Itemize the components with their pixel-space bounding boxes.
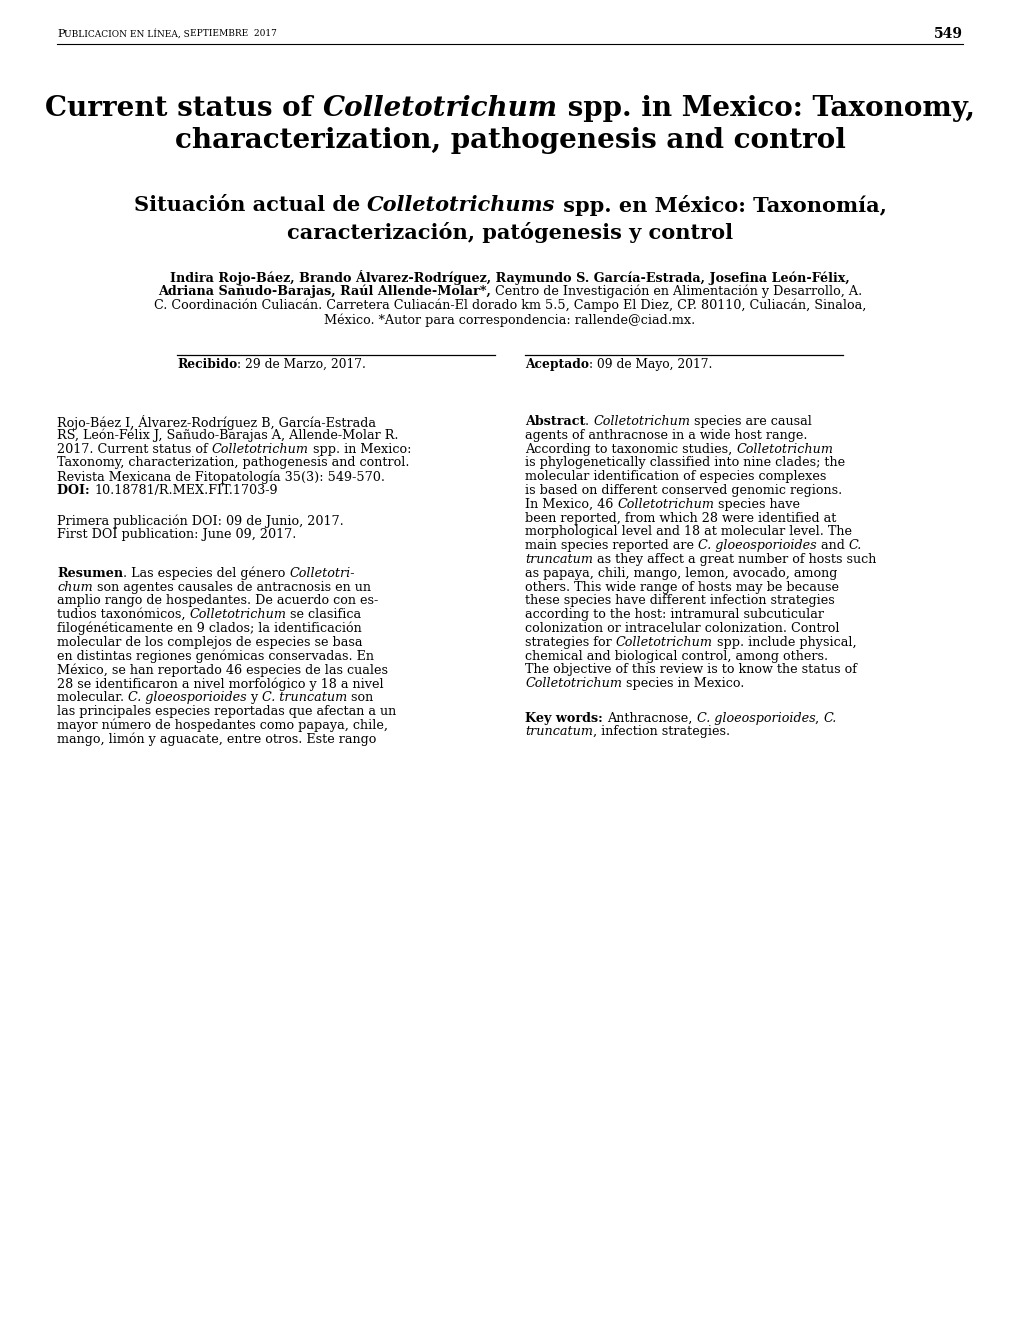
Text: 10.18781/R.MEX.FIT.1703-9: 10.18781/R.MEX.FIT.1703-9 <box>94 484 277 498</box>
Text: as papaya, chili, mango, lemon, avocado, among: as papaya, chili, mango, lemon, avocado,… <box>525 566 837 579</box>
Text: Rojo-Báez I, Álvarez-Rodríguez B, García-Estrada: Rojo-Báez I, Álvarez-Rodríguez B, García… <box>57 414 376 430</box>
Text: The objective of this review is to know the status of: The objective of this review is to know … <box>525 664 856 676</box>
Text: RS, León-Félix J, Sañudo-Barajas A, Allende-Molar R.: RS, León-Félix J, Sañudo-Barajas A, Alle… <box>57 429 398 442</box>
Text: caracterización, patógenesis y control: caracterización, patógenesis y control <box>286 222 733 243</box>
Text: colonization or intracelular colonization. Control: colonization or intracelular colonizatio… <box>525 622 839 635</box>
Text: .: . <box>585 414 593 428</box>
Text: Colletotrichum: Colletotrichum <box>322 95 557 121</box>
Text: se clasifica: se clasifica <box>286 609 362 622</box>
Text: las principales especies reportadas que afectan a un: las principales especies reportadas que … <box>57 705 395 718</box>
Text: characterization, pathogenesis and control: characterization, pathogenesis and contr… <box>174 127 845 154</box>
Text: spp. in Mexico: Taxonomy,: spp. in Mexico: Taxonomy, <box>557 95 974 121</box>
Text: , infection strategies.: , infection strategies. <box>592 726 730 738</box>
Text: Indira Rojo-Báez, Brando Álvarez-Rodríguez, Raymundo S. García-Estrada, Josefina: Indira Rojo-Báez, Brando Álvarez-Rodrígu… <box>170 271 849 285</box>
Text: Situación actual de: Situación actual de <box>133 195 367 215</box>
Text: is phylogenetically classified into nine clades; the: is phylogenetically classified into nine… <box>525 457 845 470</box>
Text: : 09 de Mayo, 2017.: : 09 de Mayo, 2017. <box>588 358 711 371</box>
Text: According to taxonomic studies,: According to taxonomic studies, <box>525 442 736 455</box>
Text: truncatum: truncatum <box>525 726 592 738</box>
Text: as they affect a great number of hosts such: as they affect a great number of hosts s… <box>592 553 875 566</box>
Text: UBLICACION EN LÍNEA, S: UBLICACION EN LÍNEA, S <box>64 29 191 38</box>
Text: EPTIEMBRE  2017: EPTIEMBRE 2017 <box>191 29 277 38</box>
Text: C. gloeosporioides: C. gloeosporioides <box>128 690 247 704</box>
Text: Aceptado: Aceptado <box>525 358 588 371</box>
Text: Colletotrichum: Colletotrichum <box>190 609 286 622</box>
Text: these species have different infection strategies: these species have different infection s… <box>525 594 834 607</box>
Text: truncatum: truncatum <box>525 553 592 566</box>
Text: species have: species have <box>713 498 800 511</box>
Text: Colletotrichum: Colletotrichum <box>736 442 833 455</box>
Text: 549: 549 <box>933 26 962 41</box>
Text: been reported, from which 28 were identified at: been reported, from which 28 were identi… <box>525 512 836 524</box>
Text: Colletotrichums: Colletotrichums <box>367 195 555 215</box>
Text: DOI:: DOI: <box>57 484 94 498</box>
Text: México. *Autor para correspondencia: rallende@ciad.mx.: México. *Autor para correspondencia: ral… <box>324 314 695 327</box>
Text: species in Mexico.: species in Mexico. <box>622 677 744 690</box>
Text: Resumen: Resumen <box>57 566 123 579</box>
Text: C. gloeosporioides: C. gloeosporioides <box>696 711 814 725</box>
Text: spp. include physical,: spp. include physical, <box>712 636 856 649</box>
Text: and: and <box>816 539 848 552</box>
Text: spp. in Mexico:: spp. in Mexico: <box>309 442 411 455</box>
Text: C.: C. <box>822 711 836 725</box>
Text: en distintas regiones genómicas conservadas. En: en distintas regiones genómicas conserva… <box>57 649 374 663</box>
Text: filogénéticamente en 9 clados; la identificación: filogénéticamente en 9 clados; la identi… <box>57 622 362 635</box>
Text: tudios taxonómicos,: tudios taxonómicos, <box>57 609 190 622</box>
Text: México, se han reportado 46 especies de las cuales: México, se han reportado 46 especies de … <box>57 664 387 677</box>
Text: : 29 de Marzo, 2017.: : 29 de Marzo, 2017. <box>237 358 366 371</box>
Text: molecular de los complejos de especies se basa: molecular de los complejos de especies s… <box>57 636 362 649</box>
Text: C. gloeosporioides: C. gloeosporioides <box>697 539 816 552</box>
Text: Colletotrichum: Colletotrichum <box>616 498 713 511</box>
Text: Revista Mexicana de Fitopatología 35(3): 549-570.: Revista Mexicana de Fitopatología 35(3):… <box>57 470 384 483</box>
Text: agents of anthracnose in a wide host range.: agents of anthracnose in a wide host ran… <box>525 429 807 442</box>
Text: mango, limón y aguacate, entre otros. Este rango: mango, limón y aguacate, entre otros. Es… <box>57 733 376 746</box>
Text: 28 se identificaron a nivel morfológico y 18 a nivel: 28 se identificaron a nivel morfológico … <box>57 677 383 690</box>
Text: Current status of: Current status of <box>45 95 322 121</box>
Text: Colletotrichum: Colletotrichum <box>593 414 690 428</box>
Text: P: P <box>57 29 64 40</box>
Text: morphological level and 18 at molecular level. The: morphological level and 18 at molecular … <box>525 525 851 539</box>
Text: is based on different conserved genomic regions.: is based on different conserved genomic … <box>525 484 842 498</box>
Text: son: son <box>346 690 373 704</box>
Text: Colletotri-: Colletotri- <box>289 566 355 579</box>
Text: 2017. Current status of: 2017. Current status of <box>57 442 212 455</box>
Text: chemical and biological control, among others.: chemical and biological control, among o… <box>525 649 827 663</box>
Text: Recibido: Recibido <box>177 358 237 371</box>
Text: others. This wide range of hosts may be because: others. This wide range of hosts may be … <box>525 581 839 594</box>
Text: Anthracnose,: Anthracnose, <box>606 711 696 725</box>
Text: Colletotrichum: Colletotrichum <box>615 636 712 649</box>
Text: First DOI publication: June 09, 2017.: First DOI publication: June 09, 2017. <box>57 528 297 541</box>
Text: species are causal: species are causal <box>690 414 811 428</box>
Text: y: y <box>247 690 262 704</box>
Text: amplio rango de hospedantes. De acuerdo con es-: amplio rango de hospedantes. De acuerdo … <box>57 594 378 607</box>
Text: main species reported are: main species reported are <box>525 539 697 552</box>
Text: Adriana Sañudo-Barajas, Raúl Allende-Molar*,: Adriana Sañudo-Barajas, Raúl Allende-Mol… <box>158 285 494 298</box>
Text: C.: C. <box>848 539 861 552</box>
Text: son agentes causales de antracnosis en un: son agentes causales de antracnosis en u… <box>93 581 370 594</box>
Text: C. Coordinación Culiacán. Carretera Culiacán-El dorado km 5.5, Campo El Diez, CP: C. Coordinación Culiacán. Carretera Culi… <box>154 300 865 313</box>
Text: Colletotrichum: Colletotrichum <box>212 442 309 455</box>
Text: molecular identification of especies complexes: molecular identification of especies com… <box>525 470 825 483</box>
Text: In Mexico, 46: In Mexico, 46 <box>525 498 616 511</box>
Text: Colletotrichum: Colletotrichum <box>525 677 622 690</box>
Text: Centro de Investigación en Alimentación y Desarrollo, A.: Centro de Investigación en Alimentación … <box>494 285 861 298</box>
Text: Key words:: Key words: <box>525 711 606 725</box>
Text: Taxonomy, characterization, pathogenesis and control.: Taxonomy, characterization, pathogenesis… <box>57 457 409 470</box>
Text: mayor número de hospedantes como papaya, chile,: mayor número de hospedantes como papaya,… <box>57 718 387 733</box>
Text: ,: , <box>814 711 822 725</box>
Text: strategies for: strategies for <box>525 636 615 649</box>
Text: Primera publicación DOI: 09 de Junio, 2017.: Primera publicación DOI: 09 de Junio, 20… <box>57 515 343 528</box>
Text: . Las especies del género: . Las especies del género <box>123 566 289 581</box>
Text: Abstract: Abstract <box>525 414 585 428</box>
Text: C. truncatum: C. truncatum <box>262 690 346 704</box>
Text: spp. en México: Taxonomía,: spp. en México: Taxonomía, <box>555 195 886 216</box>
Text: chum: chum <box>57 581 93 594</box>
Text: molecular.: molecular. <box>57 690 128 704</box>
Text: according to the host: intramural subcuticular: according to the host: intramural subcut… <box>525 609 823 622</box>
